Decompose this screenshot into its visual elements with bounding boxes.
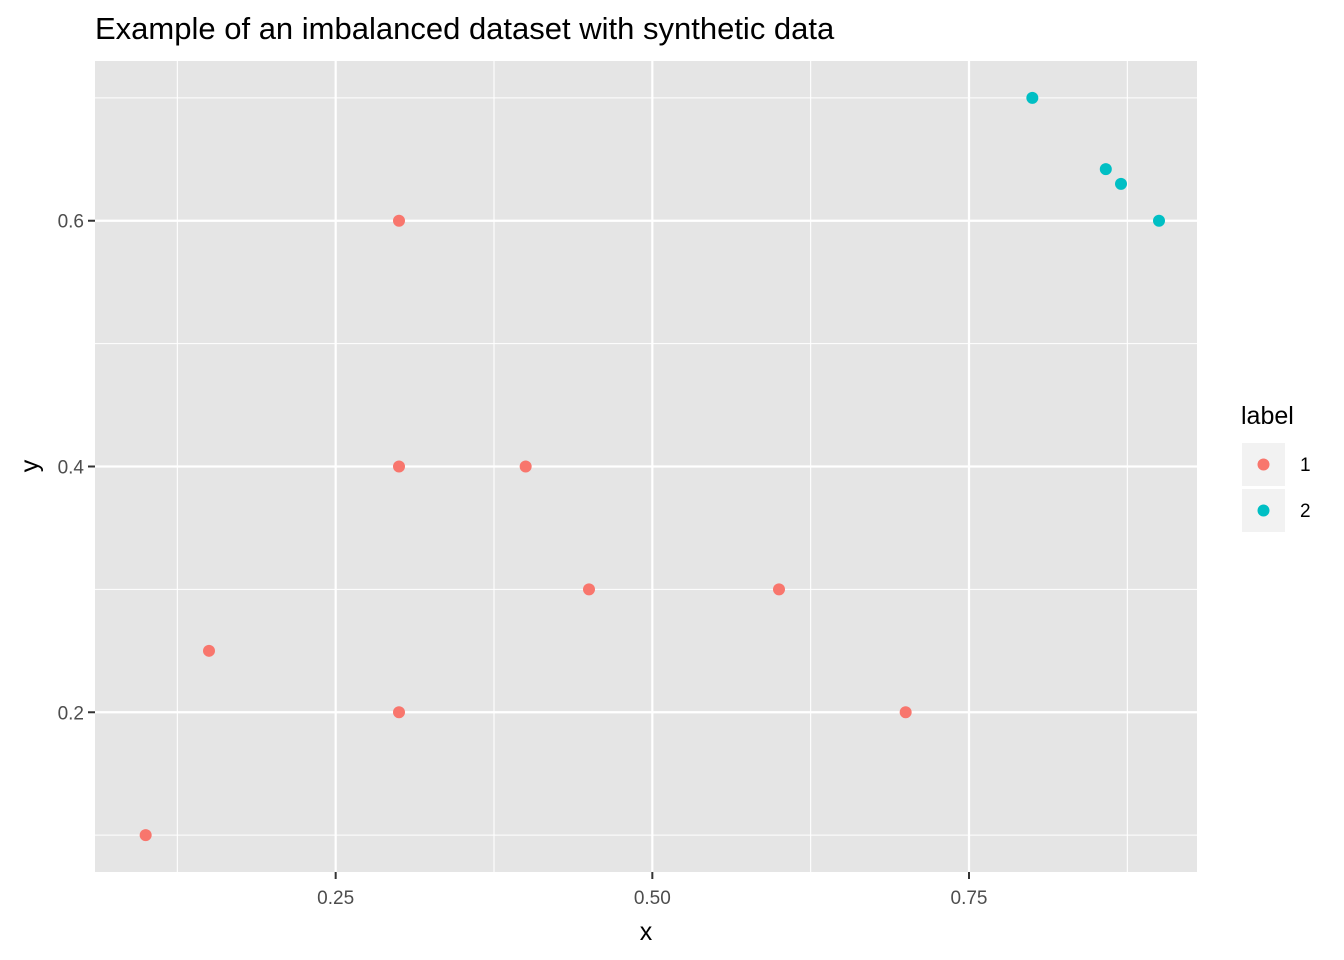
legend: label 12 xyxy=(1241,402,1311,532)
y-axis-title: y xyxy=(16,459,44,472)
y-tick-label: 0.2 xyxy=(58,703,84,724)
data-point-series-1 xyxy=(393,706,405,719)
legend-label: 1 xyxy=(1300,455,1311,476)
data-point-series-1 xyxy=(899,706,912,719)
legend-label: 2 xyxy=(1300,501,1311,522)
data-point-series-2 xyxy=(1026,91,1039,104)
data-point-series-2 xyxy=(1099,163,1112,176)
y-tick-label: 0.6 xyxy=(58,212,84,233)
legend-key-point xyxy=(1257,458,1270,471)
x-axis-ticks: 0.25 0.50 0.75 xyxy=(317,872,987,909)
y-tick-label: 0.4 xyxy=(58,458,85,479)
data-point-series-1 xyxy=(519,460,532,473)
data-point-series-1 xyxy=(203,644,215,657)
major-gridlines xyxy=(95,61,1197,872)
data-point-series-2 xyxy=(1115,177,1127,190)
x-axis-title: x xyxy=(640,918,653,946)
x-tick-label: 0.75 xyxy=(951,888,988,909)
x-tick-label: 0.25 xyxy=(317,888,354,909)
data-point-series-1 xyxy=(583,583,595,596)
data-points xyxy=(139,91,1165,842)
data-point-series-1 xyxy=(139,829,152,842)
legend-title: label xyxy=(1241,402,1294,430)
x-tick-label: 0.50 xyxy=(634,888,671,909)
legend-items: 12 xyxy=(1242,443,1311,532)
data-point-series-2 xyxy=(1153,214,1165,227)
data-point-series-1 xyxy=(393,460,405,473)
chart-title: Example of an imbalanced dataset with sy… xyxy=(95,11,835,46)
y-axis-ticks: 0.2 0.4 0.6 xyxy=(58,212,95,724)
data-point-series-1 xyxy=(773,583,785,596)
legend-key-point xyxy=(1257,504,1270,517)
data-point-series-1 xyxy=(393,214,405,227)
